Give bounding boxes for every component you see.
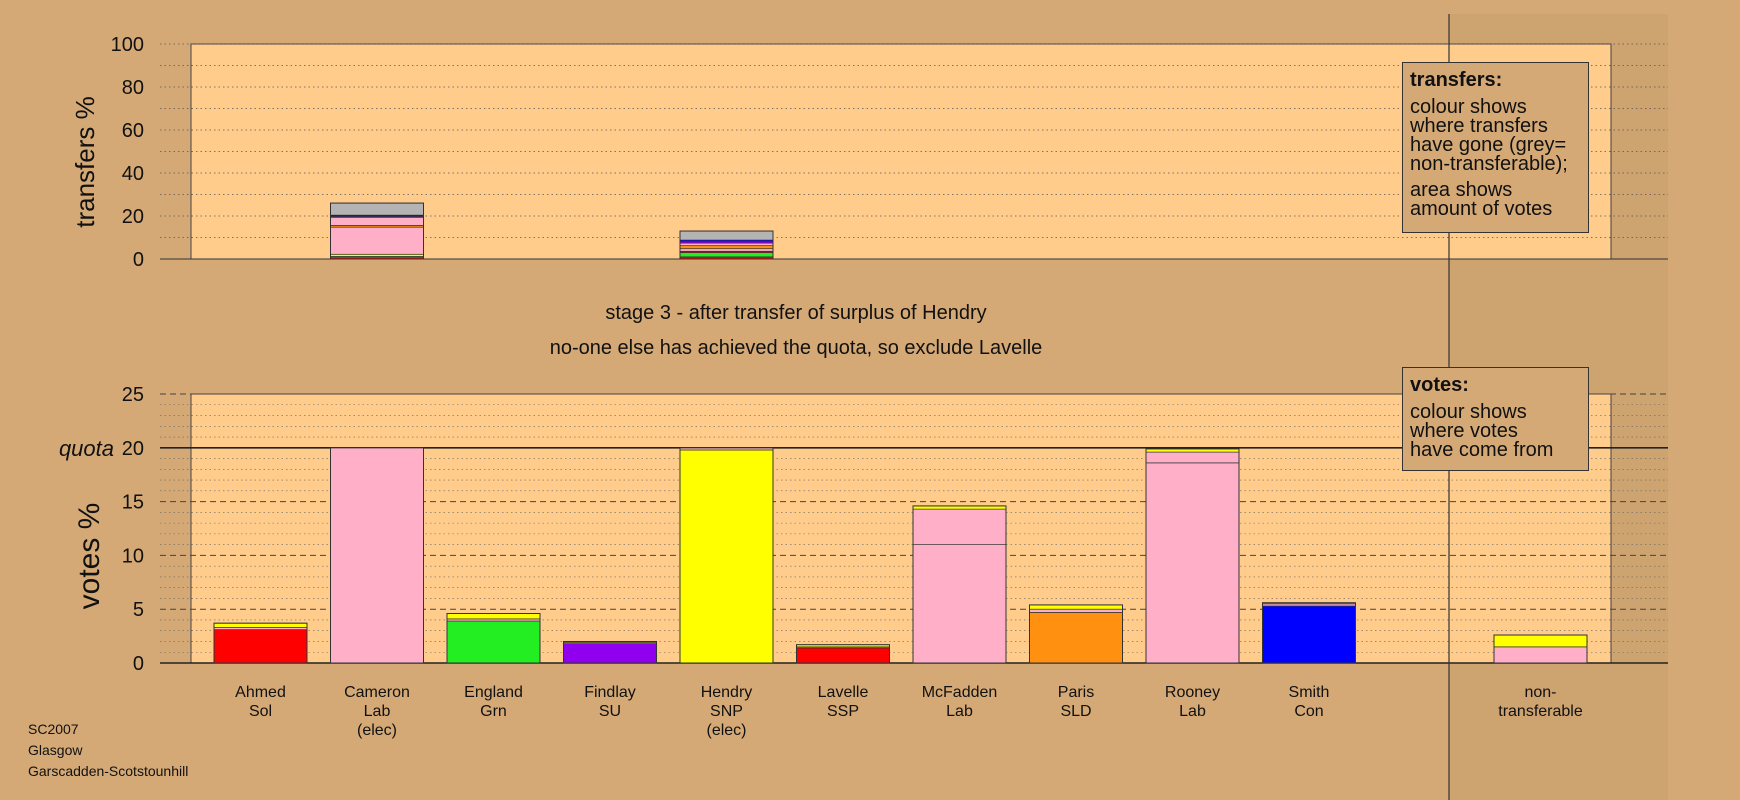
votes-bar-segment (1493, 646, 1588, 664)
votes-bar-segment (796, 647, 890, 664)
footer-council: Glasgow (28, 742, 83, 758)
votes-bar-segment (563, 643, 657, 664)
votes-legend: votes: colour shows where votes have com… (1402, 367, 1589, 471)
category-label: SSP (827, 703, 859, 720)
votes-y-tick-label: 10 (122, 545, 144, 567)
votes-bar-segment (1145, 462, 1240, 664)
votes-bar-outline (330, 447, 424, 664)
category-label: Sol (249, 703, 272, 720)
votes-bar-segment (446, 620, 541, 664)
votes-bar-outline (1029, 604, 1123, 664)
category-label: (elec) (357, 722, 397, 739)
transfers-y-tick-label: 0 (133, 249, 144, 271)
transfers-legend-line: colour shows (1410, 96, 1527, 118)
transfers-y-tick-label: 100 (111, 34, 144, 56)
votes-bar-outline (1493, 634, 1588, 664)
votes-y-tick-label: 5 (133, 599, 144, 621)
category-label: SU (599, 703, 621, 720)
votes-bar-segment (1262, 605, 1356, 664)
votes-bar-segment (912, 508, 1007, 545)
decision-caption: no-one else has achieved the quota, so e… (550, 337, 1043, 359)
transfers-bar-segment (330, 202, 424, 216)
footer-ward: Garscadden-Scotstounhill (28, 763, 189, 779)
category-label: Lab (946, 703, 973, 720)
votes-bar-outline (1262, 602, 1356, 664)
votes-axis-title: votes % (73, 503, 106, 610)
category-label: Lab (364, 703, 391, 720)
footer-election: SC2007 (28, 721, 79, 737)
votes-legend-line: colour shows (1410, 401, 1527, 423)
votes-y-tick-label: 0 (133, 653, 144, 675)
votes-y-tick-label: 20 (122, 438, 144, 460)
votes-bar-outline (1145, 448, 1240, 664)
votes-bar-segment (1029, 608, 1123, 613)
transfers-bar-segment (679, 252, 774, 258)
transfers-bar-segment (679, 242, 774, 247)
stage-caption: stage 3 - after transfer of surplus of H… (605, 302, 986, 324)
votes-bar-segment (1029, 612, 1123, 664)
votes-bar-segment (213, 622, 308, 628)
transfers-bar-outline (330, 202, 424, 260)
category-label: (elec) (706, 722, 746, 739)
votes-legend-title: votes: (1410, 374, 1469, 396)
transfers-y-tick-label: 40 (122, 163, 144, 185)
category-label: Hendry (701, 684, 753, 701)
transfers-legend-line: have gone (grey= (1410, 134, 1567, 156)
votes-bar-outline (796, 644, 890, 664)
votes-bar-segment (330, 447, 424, 664)
votes-bar-outline (213, 622, 308, 664)
votes-bar-segment (446, 613, 541, 620)
category-label: McFadden (922, 684, 998, 701)
category-label: England (464, 684, 523, 701)
votes-legend-line: have come from (1410, 439, 1554, 461)
category-label: SLD (1060, 703, 1091, 720)
transfers-bar-segment (330, 226, 424, 255)
transfers-legend-title: transfers: (1410, 69, 1503, 91)
category-label: Ahmed (235, 684, 286, 701)
transfers-bar-segment (679, 245, 774, 250)
votes-bar-segment (213, 629, 308, 664)
category-label: Rooney (1165, 684, 1220, 701)
transfers-y-tick-label: 20 (122, 206, 144, 228)
transfers-legend-line: area shows (1410, 179, 1513, 201)
transfers-bar-outline (679, 230, 774, 260)
votes-legend-line: where votes (1410, 420, 1518, 442)
category-label: Findlay (584, 684, 636, 701)
transfers-legend: transfers: colour shows where transfers … (1402, 62, 1589, 233)
transfers-axis-title: transfers % (70, 96, 100, 228)
votes-bar-segment (1145, 451, 1240, 464)
votes-bar-segment (912, 544, 1007, 664)
votes-y-tick-label: 15 (122, 492, 144, 514)
votes-bar-segment (1029, 604, 1123, 610)
category-label: SNP (710, 703, 743, 720)
category-label: Grn (480, 703, 507, 720)
transfers-y-tick-label: 60 (122, 120, 144, 142)
transfers-plot-area (190, 43, 1612, 260)
votes-y-tick-label: 25 (122, 384, 144, 406)
transfers-legend-line: non-transferable); (1410, 153, 1568, 175)
votes-bar-outline (679, 447, 774, 664)
category-label: Con (1294, 703, 1323, 720)
transfers-bar-segment (679, 248, 774, 252)
quota-label: quota (59, 436, 114, 461)
category-label: Cameron (344, 684, 410, 701)
votes-bar-outline (446, 613, 541, 664)
transfers-bar-segment (330, 216, 424, 226)
category-label: non- (1524, 684, 1556, 701)
category-label: Lab (1179, 703, 1206, 720)
votes-bar-outline (912, 505, 1007, 664)
transfers-legend-line: where transfers (1410, 115, 1548, 137)
votes-bar-segment (679, 449, 774, 664)
category-label: Smith (1289, 684, 1330, 701)
transfers-y-tick-label: 80 (122, 77, 144, 99)
category-label: Lavelle (818, 684, 869, 701)
votes-bar-outline (563, 640, 657, 664)
votes-bar-segment (1493, 634, 1588, 648)
category-label: Paris (1058, 684, 1094, 701)
transfers-bar-segment (679, 230, 774, 241)
category-label: transferable (1498, 703, 1583, 720)
transfers-legend-line: amount of votes (1410, 198, 1553, 220)
